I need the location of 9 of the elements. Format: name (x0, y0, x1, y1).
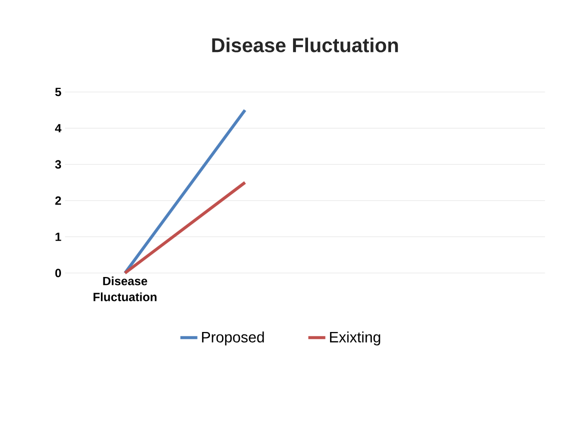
y-tick-label: 4 (55, 124, 62, 132)
y-tick-label: 3 (55, 160, 62, 169)
y-tick-label: 5 (55, 88, 62, 96)
legend-label: Proposed (202, 331, 264, 346)
y-tick-label: 0 (55, 268, 61, 278)
chart-title: Disease Fluctuation (212, 38, 398, 52)
y-tick-label: 2 (55, 196, 62, 205)
legend-label: Exixting (330, 331, 380, 346)
y-tick-label: 1 (56, 232, 62, 241)
